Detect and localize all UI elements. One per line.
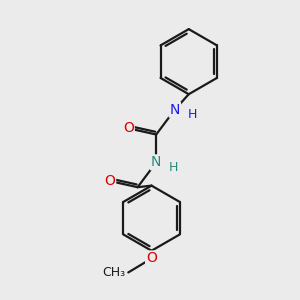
Text: N: N	[169, 103, 180, 117]
Text: H: H	[188, 108, 197, 121]
Text: H: H	[169, 160, 178, 173]
Text: O: O	[104, 174, 115, 188]
Text: O: O	[123, 121, 134, 135]
Text: O: O	[146, 251, 157, 266]
Text: CH₃: CH₃	[103, 266, 126, 279]
Text: N: N	[151, 155, 161, 170]
